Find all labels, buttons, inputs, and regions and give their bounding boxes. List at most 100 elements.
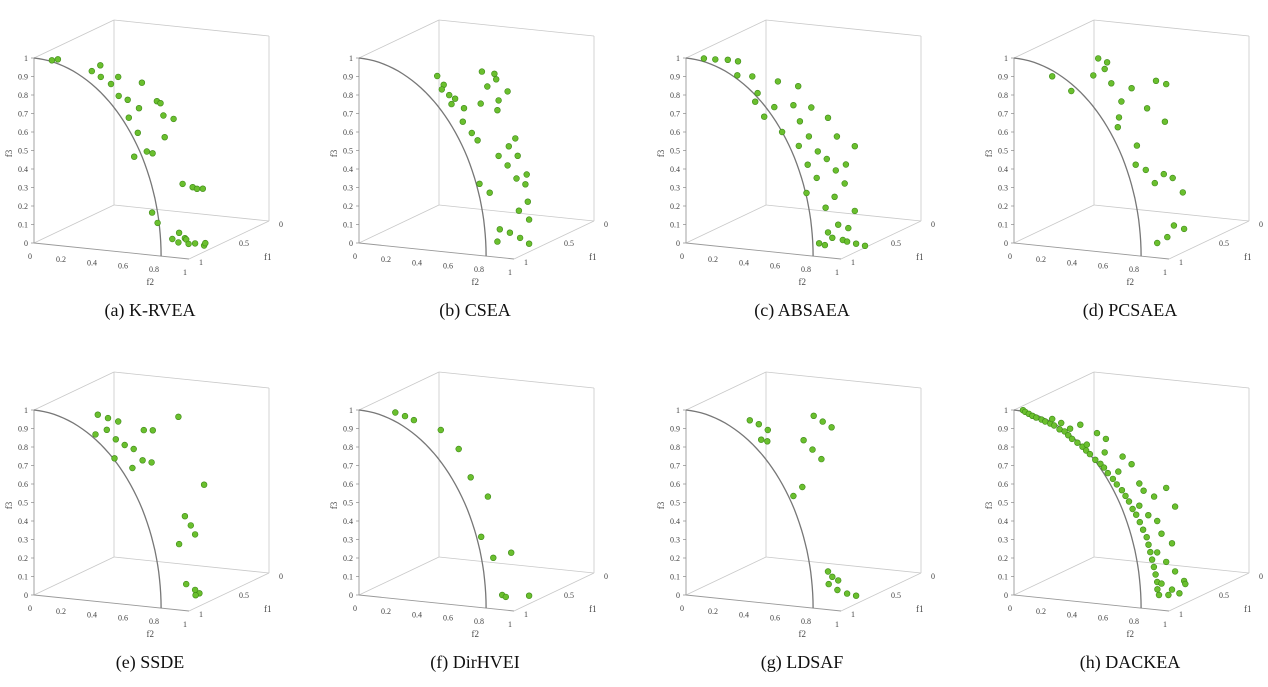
- data-point: [448, 100, 455, 108]
- box-edge: [33, 204, 115, 244]
- data-point: [818, 455, 825, 463]
- f3-tick-label: 0.4: [998, 517, 1008, 526]
- box-edge: [1093, 19, 1250, 37]
- f3-axis-label: f3: [329, 149, 339, 157]
- box-edge: [840, 572, 922, 612]
- data-point: [1154, 517, 1161, 525]
- f3-tick-label: 1: [349, 54, 353, 63]
- f2-tick-label: 0: [1008, 252, 1012, 261]
- data-point: [754, 89, 761, 97]
- pareto-front-curve: [685, 409, 814, 609]
- f3-tick-label: 0.6: [670, 480, 680, 489]
- data-point: [54, 56, 62, 63]
- data-point: [1145, 512, 1152, 519]
- data-point: [474, 137, 481, 144]
- data-point: [834, 586, 841, 594]
- f3-tick-label: 0: [676, 591, 680, 600]
- f2-tick-label: 1: [835, 268, 839, 277]
- box-edge: [840, 220, 922, 260]
- data-point: [1090, 72, 1097, 79]
- f2-tick-label: 0.4: [739, 610, 749, 619]
- data-point: [825, 580, 832, 588]
- data-point: [202, 239, 209, 247]
- data-point: [1142, 166, 1150, 174]
- data-point: [841, 180, 848, 187]
- f3-tick-label: 0.8: [998, 443, 1008, 452]
- data-point: [843, 590, 851, 597]
- data-point: [131, 153, 138, 160]
- data-point: [824, 568, 832, 575]
- f2-axis-label: f2: [1127, 277, 1135, 287]
- f1-axis-label: f1: [1244, 604, 1252, 614]
- box-edge: [1013, 371, 1095, 411]
- f3-tick-label: 0: [1004, 591, 1008, 600]
- data-point: [824, 114, 832, 122]
- data-point: [1077, 421, 1084, 428]
- data-point: [845, 224, 852, 232]
- data-point: [829, 234, 836, 242]
- data-point: [842, 161, 850, 168]
- data-point: [700, 55, 708, 62]
- data-point: [445, 91, 453, 99]
- data-point: [1150, 493, 1158, 500]
- data-point: [1154, 239, 1161, 247]
- data-point: [512, 135, 519, 142]
- f3-tick-label: 0.5: [998, 147, 1008, 156]
- data-point: [821, 241, 829, 249]
- data-point: [1163, 484, 1170, 492]
- box-edge: [33, 19, 115, 59]
- data-point: [175, 540, 183, 548]
- f3-tick-label: 0.5: [998, 499, 1008, 508]
- data-point: [1150, 563, 1158, 571]
- box-edge: [1168, 572, 1250, 612]
- f3-tick-label: 0.6: [670, 128, 680, 137]
- f2-tick-label: 0.4: [1067, 258, 1077, 267]
- f3-tick-label: 0.3: [343, 184, 353, 193]
- subplot-caption: (e) SSDE: [115, 652, 185, 672]
- f1-tick-label: 1: [851, 258, 855, 267]
- box-edge: [1093, 204, 1250, 222]
- f3-tick-label: 0.6: [343, 128, 353, 137]
- f3-axis-label: f3: [984, 149, 994, 157]
- box-edge: [33, 556, 115, 596]
- f2-tick-label: 0.2: [708, 607, 718, 616]
- f2-tick-label: 0.2: [1036, 607, 1046, 616]
- f3-tick-label: 0.9: [343, 425, 353, 434]
- f3-tick-label: 0.4: [18, 517, 28, 526]
- f3-tick-label: 1: [676, 406, 680, 415]
- data-point: [1101, 449, 1108, 456]
- data-point: [97, 62, 104, 69]
- subplot-6: 0 0.1 0.2 0.3 0.4 0.5 0.6 0.7 0.8 0.9 1 0 0.2 0.4 0.6 0…: [652, 352, 952, 682]
- data-point: [822, 204, 829, 211]
- data-point: [1168, 540, 1176, 547]
- data-point: [833, 133, 841, 140]
- data-point: [734, 58, 742, 65]
- data-point: [97, 73, 105, 81]
- f3-tick-label: 0.7: [18, 462, 28, 471]
- f3-tick-label: 0.3: [998, 184, 1008, 193]
- f3-tick-label: 0.7: [670, 462, 680, 471]
- data-point: [1179, 189, 1187, 196]
- data-point: [92, 431, 99, 438]
- data-point: [1115, 468, 1122, 475]
- f3-tick-label: 0.9: [998, 73, 1008, 82]
- f1-tick-label: 0.5: [891, 239, 901, 248]
- box-edge: [765, 19, 922, 37]
- box-edge: [113, 19, 270, 37]
- f1-tick-label: 0.5: [239, 239, 249, 248]
- data-point: [1160, 170, 1168, 178]
- f1-tick-label: 1: [1179, 610, 1183, 619]
- data-point: [1129, 505, 1136, 513]
- data-point: [852, 240, 860, 247]
- f3-tick-label: 0.7: [343, 462, 353, 471]
- box-edge: [113, 371, 270, 389]
- box-edge: [685, 19, 767, 59]
- data-point: [1169, 174, 1176, 182]
- data-point: [1155, 591, 1163, 599]
- f1-tick-label: 0: [279, 572, 283, 581]
- box-edge: [188, 220, 270, 260]
- f3-tick-label: 0: [24, 591, 28, 600]
- box-edge: [1093, 556, 1250, 574]
- f3-tick-label: 0.1: [343, 573, 353, 582]
- f3-tick-label: 0.3: [998, 536, 1008, 545]
